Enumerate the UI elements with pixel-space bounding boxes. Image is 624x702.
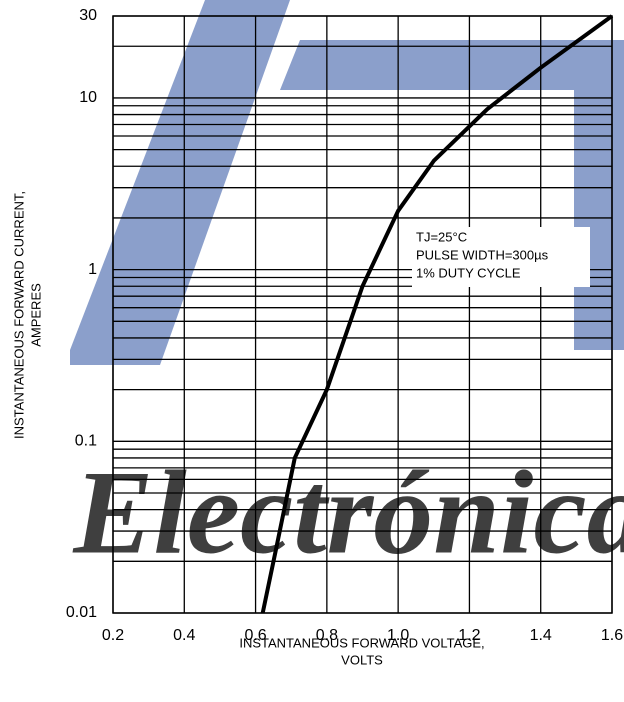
x-axis-label: VOLTS: [341, 652, 383, 667]
x-tick-label: 0.8: [316, 627, 338, 644]
y-axis-label: INSTANTANEOUS FORWARD CURRENT,: [11, 191, 26, 439]
y-tick-label: 10: [79, 89, 97, 106]
y-tick-label: 0.01: [66, 604, 97, 621]
x-tick-label: 0.6: [244, 627, 266, 644]
plot-area: [112, 15, 613, 614]
y-tick-label: 30: [79, 7, 97, 24]
x-tick-label: 0.2: [102, 627, 124, 644]
curve: [260, 14, 614, 614]
y-axis-label: AMPERES: [28, 283, 43, 347]
watermark-shapes: [70, 0, 624, 365]
x-tick-label: 1.4: [530, 627, 552, 644]
annotation: PULSE WIDTH=300µs: [416, 247, 549, 262]
y-tick-label: 0.1: [75, 433, 97, 450]
x-tick-label: 1.0: [387, 627, 409, 644]
annotation: 1% DUTY CYCLE: [416, 265, 521, 280]
annotation: TJ=25°C: [416, 229, 467, 244]
x-tick-label: 0.4: [173, 627, 195, 644]
x-tick-label: 1.6: [601, 627, 623, 644]
x-tick-label: 1.2: [458, 627, 480, 644]
watermark-band: [280, 40, 624, 350]
watermark: Electrónica: [72, 446, 624, 579]
y-tick-label: 1: [88, 261, 97, 278]
watermark-band: [70, 0, 290, 365]
plot-frame: [112, 15, 613, 614]
annotation-box: [412, 227, 590, 287]
x-axis-label: INSTANTANEOUS FORWARD VOLTAGE,: [239, 635, 484, 650]
